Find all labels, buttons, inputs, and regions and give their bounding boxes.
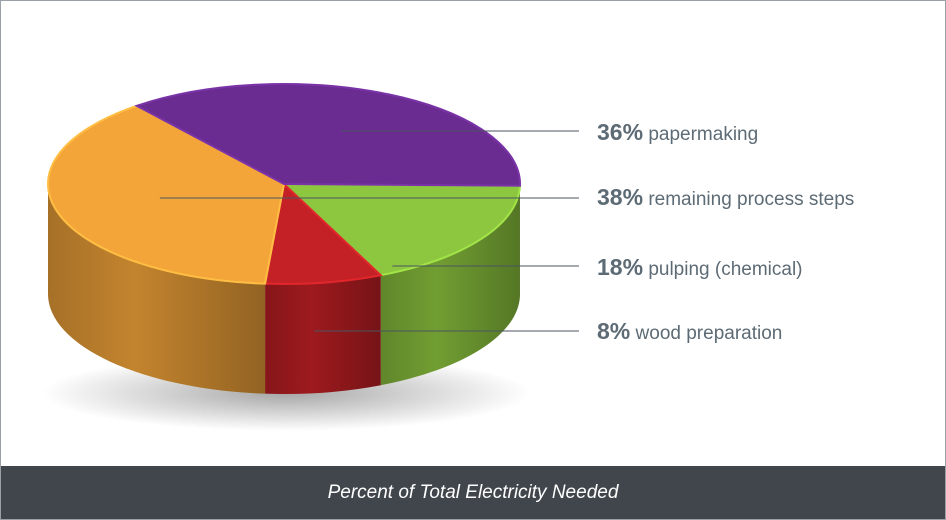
- caption-bar: Percent of Total Electricity Needed: [1, 466, 945, 519]
- pie-slice-remaining-process-steps: [47, 104, 286, 285]
- slice-percent: 38%: [597, 184, 644, 210]
- slice-label: pulping (chemical): [648, 259, 803, 280]
- legend-item-pulping-chemical: 18% pulping (chemical): [597, 254, 803, 281]
- slice-percent: 18%: [597, 254, 644, 280]
- slice-percent: 36%: [597, 119, 644, 145]
- pie-slice-pulping-chemical-: [281, 182, 522, 277]
- pie-side-shading: [48, 184, 266, 394]
- slice-label: remaining process steps: [648, 189, 855, 210]
- pie-side-shading: [265, 275, 381, 394]
- pie-side-shading: [380, 185, 520, 386]
- pie-chart: [41, 83, 579, 431]
- pie-slice-wood-preparation: [263, 182, 383, 285]
- legend-item-remaining-process-steps: 38% remaining process steps: [597, 184, 854, 211]
- chart-title: Percent of Total Electricity Needed: [327, 481, 619, 503]
- legend-item-wood-preparation: 8% wood preparation: [597, 318, 782, 345]
- slice-label: papermaking: [648, 124, 759, 145]
- pie-slice-papermaking: [134, 83, 521, 187]
- slice-label: wood preparation: [635, 323, 783, 344]
- slice-percent: 8%: [597, 318, 631, 344]
- legend-item-papermaking: 36% papermaking: [597, 119, 758, 146]
